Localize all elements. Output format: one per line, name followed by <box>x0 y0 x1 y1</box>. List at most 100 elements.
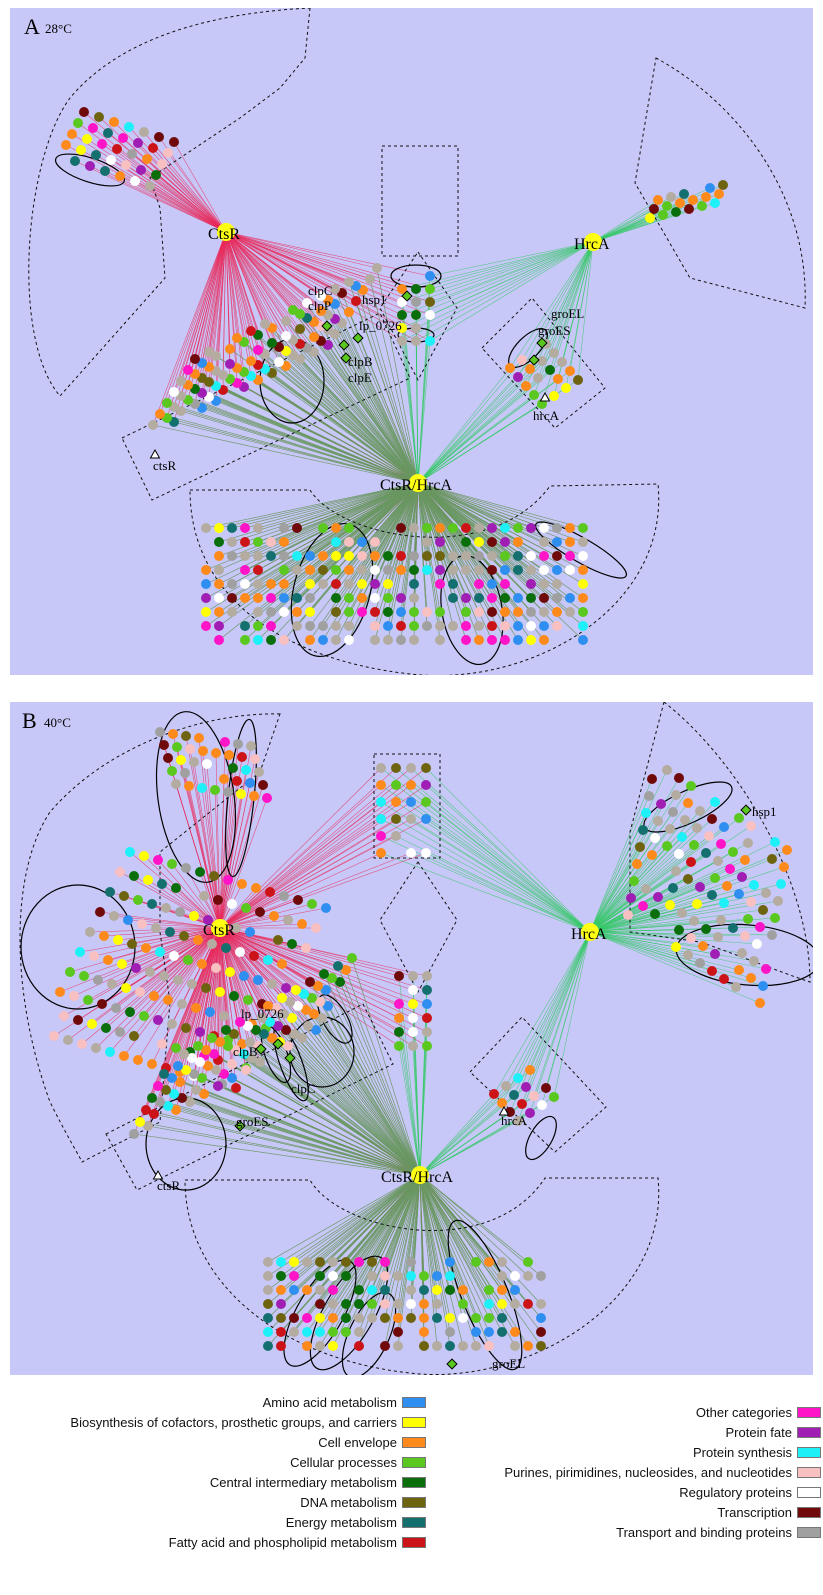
gene-node <box>737 948 747 958</box>
regulatory-edge <box>589 920 695 933</box>
gene-node <box>513 621 523 631</box>
regulatory-edge <box>589 931 677 948</box>
gene-node <box>187 979 197 989</box>
gene-node <box>471 1313 481 1323</box>
gene-node <box>743 914 753 924</box>
network-diagram-b: CtsR HrcA CtsR/HrcA B 40°C hsp1 lp_0726 … <box>19 702 813 1375</box>
gene-node <box>169 137 179 147</box>
gene-node <box>123 915 133 925</box>
gene-node <box>525 364 535 374</box>
gene-node <box>370 551 380 561</box>
gene-node <box>293 895 303 905</box>
gene-node <box>461 537 471 547</box>
gene-node <box>65 967 75 977</box>
gene-node <box>487 621 497 631</box>
gene-node <box>396 593 406 603</box>
gene-node <box>641 884 651 894</box>
regulatory-edge <box>257 482 419 529</box>
gene-node <box>383 579 393 589</box>
gene-node <box>500 593 510 603</box>
gene-node <box>422 565 432 575</box>
gene-label-hrca: hrcA <box>533 408 560 423</box>
gene-node <box>509 1090 519 1100</box>
gene-node <box>197 959 207 969</box>
regulatory-edge <box>95 154 227 233</box>
gene-node <box>474 537 484 547</box>
gene-node <box>422 621 432 631</box>
gene-node <box>133 1055 143 1065</box>
gene-node <box>189 911 199 921</box>
gene-node <box>461 607 471 617</box>
regulatory-edge <box>589 880 635 933</box>
gene-node <box>195 1027 205 1037</box>
gene-node <box>380 1299 390 1309</box>
gene-node <box>529 390 539 400</box>
gene-node <box>227 593 237 603</box>
gene-node <box>276 1327 286 1337</box>
network-panel-a: CtsR HrcA CtsR/HrcA A 28°C clpC clpP lp_… <box>10 8 813 675</box>
gene-node <box>214 523 224 533</box>
regulatory-edge <box>153 1113 421 1176</box>
gene-node <box>471 1257 481 1267</box>
regulatory-edge <box>199 871 221 929</box>
legend-swatch <box>797 1406 821 1418</box>
gene-node <box>367 1285 377 1295</box>
gene-node <box>225 967 235 977</box>
gene-node <box>49 1031 59 1041</box>
gene-node <box>500 607 510 617</box>
gene-node <box>406 1285 416 1295</box>
regulatory-edge <box>417 482 571 529</box>
gene-node <box>383 551 393 561</box>
gene-node <box>105 1047 115 1057</box>
gene-node <box>461 523 471 533</box>
gene-cluster-ellipse <box>155 711 237 883</box>
gene-node <box>263 1341 273 1351</box>
hub-layer: CtsR HrcA CtsR/HrcA <box>208 223 610 494</box>
gene-node <box>383 593 393 603</box>
regulatory-edge <box>589 929 680 933</box>
gene-diamond-marker <box>536 337 548 349</box>
gene-node <box>740 855 750 865</box>
gene-node <box>279 607 289 617</box>
regulatory-edge <box>374 482 419 613</box>
gene-node <box>263 1285 273 1295</box>
regulatory-edge <box>417 482 506 613</box>
gene-node <box>497 1299 507 1309</box>
legend-label: Regulatory proteins <box>679 1484 792 1500</box>
regulatory-edge <box>219 784 397 929</box>
regulatory-edge <box>425 767 591 933</box>
gene-node <box>145 967 155 977</box>
legend-label: Protein synthesis <box>693 1444 792 1460</box>
gene-node <box>552 565 562 575</box>
gene-node <box>305 565 315 575</box>
gene-node <box>448 551 458 561</box>
regulatory-edge <box>592 184 724 243</box>
gene-node <box>266 621 276 631</box>
gene-node <box>526 635 536 645</box>
gene-node <box>59 1011 69 1021</box>
gene-node <box>173 1061 183 1071</box>
gene-node <box>221 943 231 953</box>
gene-node <box>240 621 250 631</box>
gene-node <box>277 959 287 969</box>
gene-node <box>668 807 678 817</box>
regulatory-edge <box>589 931 701 964</box>
gene-node <box>411 284 421 294</box>
regulatory-edge <box>231 482 419 557</box>
gene-node <box>474 607 484 617</box>
gene-node <box>204 347 214 357</box>
gene-node <box>539 593 549 603</box>
gene-node <box>665 900 675 910</box>
regulatory-edge <box>225 231 308 319</box>
gene-node <box>155 1097 165 1107</box>
regulatory-edge <box>225 231 238 339</box>
gene-node <box>281 316 291 326</box>
gene-cluster-ellipse <box>525 1115 557 1161</box>
legend-label: Transcription <box>717 1504 792 1520</box>
gene-node <box>229 1029 239 1039</box>
gene-node <box>176 755 186 765</box>
gene-node <box>169 951 179 961</box>
gene-node <box>211 1065 221 1075</box>
legend-swatch <box>402 1536 426 1548</box>
gene-node <box>578 607 588 617</box>
